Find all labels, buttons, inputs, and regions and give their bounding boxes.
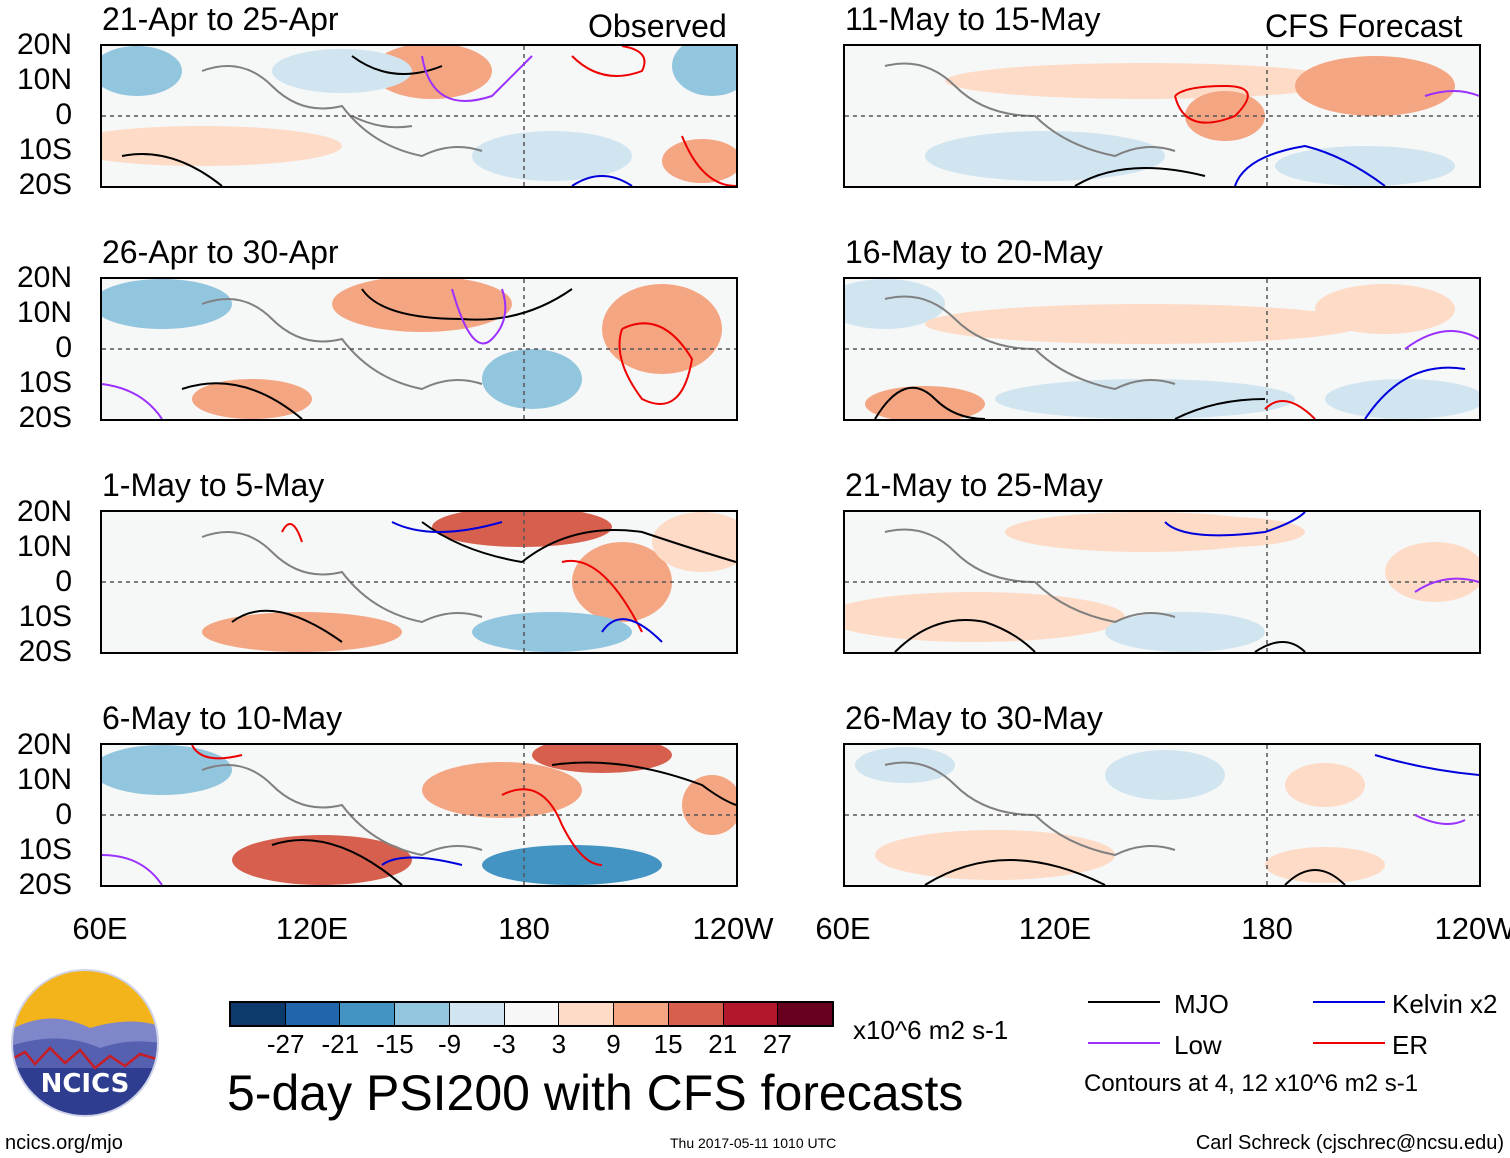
colorbar-tick-label: 15 bbox=[653, 1029, 683, 1059]
legend-line-mjo bbox=[1088, 1001, 1160, 1003]
lat-label: 20S bbox=[18, 635, 72, 668]
colorbar bbox=[229, 1001, 834, 1027]
colorbar-tick-label: 9 bbox=[606, 1029, 621, 1059]
lat-label: 10S bbox=[18, 366, 72, 399]
lon-label-left-120w: 120W bbox=[692, 911, 774, 946]
forecast-panel-4-title: 26-May to 30-May bbox=[845, 700, 1103, 736]
ncics-logo: NCICS bbox=[10, 968, 160, 1118]
legend-label-kelvin: Kelvin x2 bbox=[1392, 989, 1498, 1019]
lat-label: 10S bbox=[18, 600, 72, 633]
lon-label-right-60e: 60E bbox=[815, 911, 871, 946]
colorbar-tick-label: -27 bbox=[266, 1029, 305, 1059]
observed-map-2 bbox=[100, 277, 738, 421]
lat-label: 20S bbox=[18, 401, 72, 434]
legend-line-kelvin bbox=[1313, 1001, 1385, 1003]
colorbar-segment bbox=[285, 1003, 341, 1025]
forecast-panel-1-title: 11-May to 15-May bbox=[845, 1, 1101, 37]
colorbar-tick-label: -9 bbox=[437, 1029, 462, 1059]
colorbar-segment bbox=[559, 1003, 615, 1025]
lat-label: 20N bbox=[16, 495, 72, 528]
lon-label-left-120e: 120E bbox=[275, 911, 349, 946]
observed-panel-4-title: 6-May to 10-May bbox=[102, 700, 343, 736]
lat-label: 20N bbox=[16, 28, 72, 61]
lon-label-left-180: 180 bbox=[498, 911, 550, 946]
legend-label-mjo: MJO bbox=[1174, 989, 1229, 1019]
lat-label: 20S bbox=[18, 168, 72, 201]
lat-label: 10S bbox=[18, 833, 72, 866]
legend-label-er: ER bbox=[1392, 1030, 1429, 1060]
colorbar-tick-label: -3 bbox=[492, 1029, 516, 1059]
forecast-panel-2-title: 16-May to 20-May bbox=[845, 234, 1103, 270]
lat-label: 0 bbox=[55, 565, 72, 598]
colorbar-segment bbox=[723, 1003, 779, 1025]
colorbar-segment bbox=[449, 1003, 505, 1025]
legend-label-low: Low bbox=[1174, 1030, 1222, 1060]
lon-label-right-120e: 120E bbox=[1018, 911, 1092, 946]
lon-label-left-60e: 60E bbox=[72, 911, 128, 946]
lat-label: 10N bbox=[16, 530, 72, 563]
observed-map-1 bbox=[100, 44, 738, 188]
colorbar-ticks: -27 -21 -15 -9 -3 3 9 15 21 27 bbox=[229, 1030, 834, 1060]
observed-panel-1-title: 21-Apr to 25-Apr bbox=[102, 1, 339, 37]
lat-label: 0 bbox=[55, 98, 72, 131]
observed-map-3 bbox=[100, 510, 738, 654]
lat-label: 0 bbox=[55, 798, 72, 831]
lat-label: 10N bbox=[16, 763, 72, 796]
colorbar-segment bbox=[395, 1003, 450, 1025]
forecast-map-3 bbox=[843, 510, 1481, 654]
colorbar-segment bbox=[614, 1003, 669, 1025]
lat-label: 0 bbox=[55, 331, 72, 364]
logo-text: NCICS bbox=[41, 1069, 130, 1099]
source-url: ncics.org/mjo bbox=[5, 1132, 123, 1154]
lat-label: 10N bbox=[16, 63, 72, 96]
contour-legend: MJO Kelvin x2 Low ER bbox=[1088, 990, 1498, 1062]
lat-label: 20N bbox=[16, 728, 72, 761]
colorbar-segment bbox=[340, 1003, 396, 1025]
forecast-map-2 bbox=[843, 277, 1481, 421]
colorbar-tick-label: -15 bbox=[376, 1029, 414, 1059]
colorbar-segment bbox=[504, 1003, 560, 1025]
lon-label-right-120w: 120W bbox=[1434, 911, 1510, 946]
observed-map-4 bbox=[100, 743, 738, 887]
colorbar-units: x10^6 m2 s-1 bbox=[853, 1015, 1009, 1045]
forecast-panel-3-title: 21-May to 25-May bbox=[845, 467, 1103, 503]
colorbar-segment bbox=[231, 1003, 286, 1025]
lat-label: 10S bbox=[18, 133, 72, 166]
colorbar-tick-label: 27 bbox=[762, 1029, 792, 1059]
colorbar-segment bbox=[668, 1003, 724, 1025]
colorbar-tick-label: -21 bbox=[321, 1029, 360, 1059]
colorbar-segment bbox=[778, 1003, 833, 1025]
cfs-forecast-header: CFS Forecast bbox=[1265, 8, 1463, 44]
observed-header: Observed bbox=[588, 8, 727, 44]
colorbar-tick-label: 21 bbox=[708, 1029, 738, 1059]
colorbar-tick-label: 3 bbox=[551, 1029, 567, 1059]
legend-line-er bbox=[1313, 1042, 1385, 1044]
lat-label: 10N bbox=[16, 296, 72, 329]
observed-panel-3-title: 1-May to 5-May bbox=[102, 467, 325, 503]
lon-label-right-180: 180 bbox=[1241, 911, 1293, 946]
lat-label: 20S bbox=[18, 868, 72, 901]
lat-label: 20N bbox=[16, 261, 72, 294]
contour-note: Contours at 4, 12 x10^6 m2 s-1 bbox=[1084, 1070, 1419, 1097]
observed-panel-2-title: 26-Apr to 30-Apr bbox=[102, 234, 339, 270]
timestamp: Thu 2017-05-11 1010 UTC bbox=[670, 1135, 837, 1151]
forecast-map-1 bbox=[843, 44, 1481, 188]
legend-line-low bbox=[1088, 1042, 1160, 1044]
forecast-map-4 bbox=[843, 743, 1481, 887]
credit: Carl Schreck (cjschrec@ncsu.edu) bbox=[1195, 1132, 1504, 1154]
main-title: 5-day PSI200 with CFS forecasts bbox=[227, 1065, 964, 1121]
